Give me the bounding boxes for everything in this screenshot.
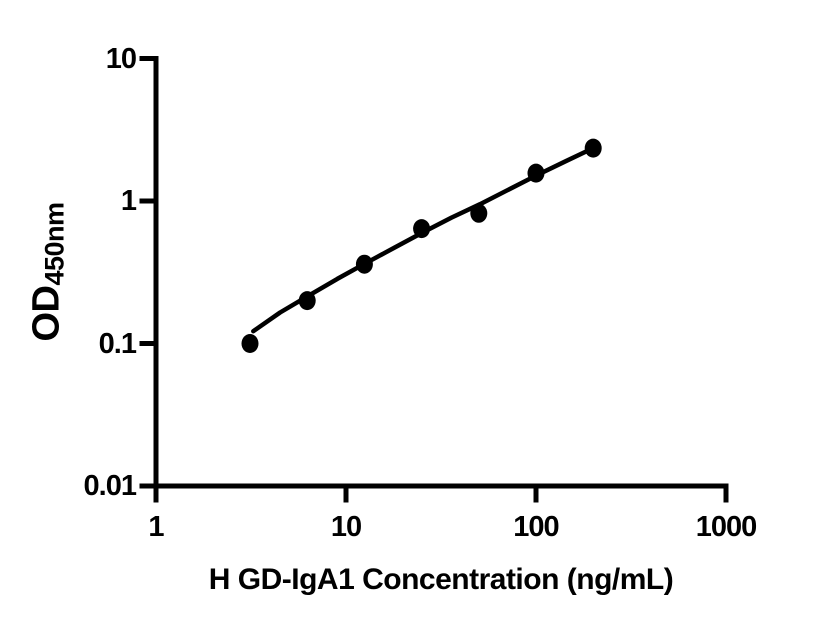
- y-tick-label-0-01: 0.01: [83, 470, 137, 502]
- data-point: [527, 163, 545, 183]
- data-point: [470, 203, 488, 223]
- x-tick-label-100: 100: [513, 511, 559, 543]
- y-axis-title-subscript: 450nm: [39, 202, 70, 286]
- y-axis-title: OD450nm: [25, 202, 70, 342]
- data-point: [584, 138, 602, 158]
- y-tick-label-0-1: 0.1: [98, 328, 137, 360]
- data-point: [241, 334, 259, 353]
- x-tick-label-10: 10: [330, 511, 362, 543]
- x-axis-title: H GD-IgA1 Concentration (ng/mL): [208, 563, 674, 596]
- x-tick-label-1000: 1000: [695, 511, 758, 543]
- data-point: [355, 254, 373, 274]
- data-point: [298, 291, 316, 311]
- data-point: [413, 219, 431, 239]
- y-tick-label-10: 10: [105, 43, 137, 75]
- y-axis-title-main: OD: [25, 285, 68, 342]
- x-tick-label-1: 1: [148, 511, 164, 543]
- y-tick-label-1: 1: [120, 185, 137, 217]
